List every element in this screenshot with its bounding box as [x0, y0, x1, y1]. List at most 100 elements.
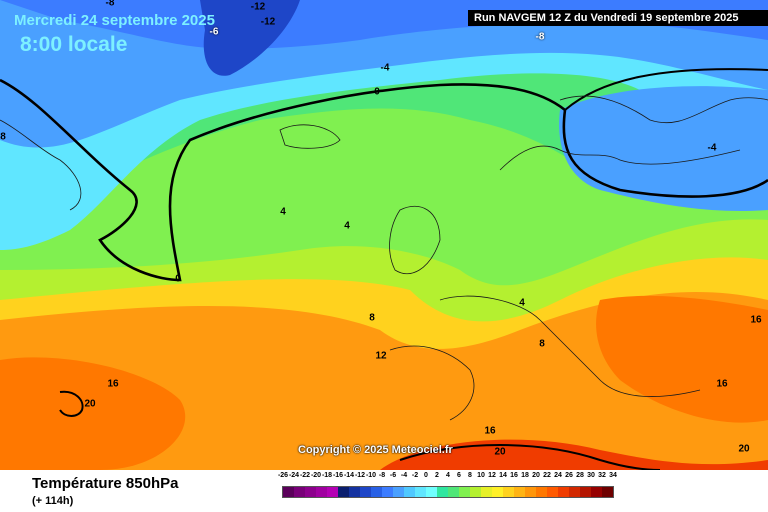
isotherm-value-label: 16 [107, 378, 119, 390]
legend-tick: -20 [310, 472, 322, 479]
isotherm-value-label: 16 [750, 314, 762, 326]
legend-swatch [536, 487, 547, 497]
legend-tick: 12 [488, 472, 496, 479]
legend-swatch [580, 487, 591, 497]
isotherm-value-label: 8 [369, 312, 375, 324]
legend-swatch [382, 487, 393, 497]
variable-title: Température 850hPa [32, 475, 179, 492]
legend-tick: -24 [288, 472, 300, 479]
isotherm-value-label: 4 [344, 220, 350, 232]
isotherm-value-label: 16 [716, 378, 728, 390]
temperature-map [0, 0, 768, 470]
legend-tick: -22 [299, 472, 311, 479]
coastline-britain [389, 205, 441, 275]
isotherm-value-label: 20 [494, 446, 506, 458]
forecast-time: 8:00 locale [20, 33, 128, 56]
legend-swatch [327, 487, 338, 497]
footer: Température 850hPa (+ 114h) -26 -24 -22 -20… [0, 470, 768, 512]
legend-swatch [349, 487, 360, 497]
isotherm-value-label: 4 [519, 297, 525, 309]
legend-swatch [404, 487, 415, 497]
map-area: Mercredi 24 septembre 2025 8:00 locale R… [0, 0, 768, 470]
legend-tick: -18 [321, 472, 333, 479]
legend-tick: 18 [521, 472, 529, 479]
legend-tick-labels: -26 -24 -22 -20 -18 -16 -14 -12 -10 -8 -6 -4 -2 0 2 4 6 8… [278, 472, 762, 484]
isotherm-value-label: -12 [250, 1, 266, 13]
legend-swatch [426, 487, 437, 497]
scandinavia-cold [559, 86, 768, 211]
zero-isotherm [0, 78, 768, 282]
isotherm-value-label: -12 [260, 16, 276, 28]
color-legend [282, 486, 614, 498]
legend-tick: 30 [587, 472, 595, 479]
isotherm-line [564, 68, 768, 111]
copyright-notice: Copyright © 2025 Meteociel.fr [298, 444, 453, 456]
legend-tick: -6 [389, 472, 397, 479]
legend-tick: 28 [576, 472, 584, 479]
twenty-isotherm [59, 390, 84, 417]
legend-tick: 6 [457, 472, 461, 479]
legend-tick: -4 [400, 472, 408, 479]
legend-tick: 2 [435, 472, 439, 479]
isotherm-value-label: -4 [707, 142, 717, 154]
legend-tick: 14 [499, 472, 507, 479]
legend-swatch [492, 487, 503, 497]
legend-tick: 4 [446, 472, 450, 479]
legend-tick: 24 [554, 472, 562, 479]
legend-swatch [338, 487, 349, 497]
legend-swatch [415, 487, 426, 497]
isotherm-value-label: 4 [280, 206, 286, 218]
legend-tick: 22 [543, 472, 551, 479]
legend-tick: 20 [532, 472, 540, 479]
legend-swatch [591, 487, 602, 497]
coastline-scandinavia [559, 95, 768, 124]
isotherm-value-label: 0 [175, 273, 181, 285]
legend-swatch [459, 487, 470, 497]
coastline-baltic [499, 145, 741, 171]
legend-swatch [448, 487, 459, 497]
forecast-date: Mercredi 24 septembre 2025 [14, 12, 215, 29]
isotherm-value-label: 8 [539, 338, 545, 350]
legend-swatch [283, 487, 294, 497]
legend-tick: 8 [468, 472, 472, 479]
legend-swatch [437, 487, 448, 497]
atlantic-warm [0, 357, 186, 470]
africa-hot [380, 439, 768, 470]
legend-swatch [514, 487, 525, 497]
legend-swatch [602, 487, 613, 497]
isotherm-value-label: 0 [374, 86, 380, 98]
legend-swatch [525, 487, 536, 497]
legend-swatch [393, 487, 404, 497]
legend-swatch [569, 487, 580, 497]
run-info-banner: Run NAVGEM 12 Z du Vendredi 19 septembre… [468, 10, 768, 26]
isotherm-value-label: 16 [484, 425, 496, 437]
legend-swatch [360, 487, 371, 497]
isotherm-value-label: 12 [375, 350, 387, 362]
legend-swatch [305, 487, 316, 497]
isotherm-value-label: 8 [0, 131, 6, 143]
coastline [0, 119, 341, 211]
legend-tick: 16 [510, 472, 518, 479]
legend-swatch [481, 487, 492, 497]
legend-swatch [371, 487, 382, 497]
isotherm-value-label: 20 [84, 398, 96, 410]
legend-tick: -8 [378, 472, 386, 479]
lead-time: (+ 114h) [32, 495, 74, 507]
legend-tick: 26 [565, 472, 573, 479]
legend-tick: -12 [354, 472, 366, 479]
legend-swatch [558, 487, 569, 497]
legend-tick: 34 [609, 472, 617, 479]
isotherm-value-label: -6 [209, 26, 219, 38]
deepblue-patch [200, 0, 300, 76]
legend-tick: 32 [598, 472, 606, 479]
isotherm-value-label: 20 [738, 443, 750, 455]
legend-swatch [294, 487, 305, 497]
legend-tick: -14 [343, 472, 355, 479]
legend-swatch [470, 487, 481, 497]
isotherm-line [399, 444, 661, 470]
isotherm-value-label: -8 [105, 0, 115, 9]
legend-tick: -26 [277, 472, 289, 479]
legend-swatch [503, 487, 514, 497]
isotherm-value-label: -8 [535, 31, 545, 43]
legend-tick: 10 [477, 472, 485, 479]
